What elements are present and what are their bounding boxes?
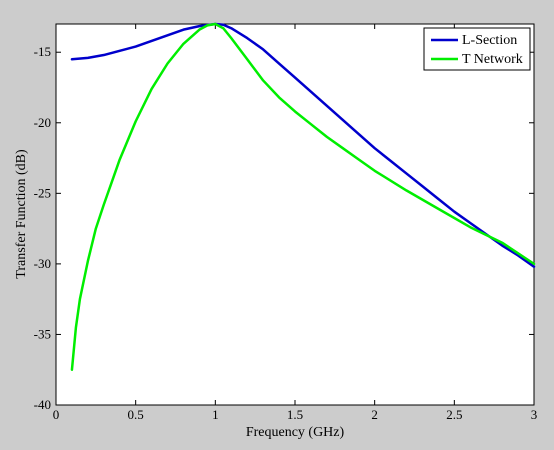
series-lines [70, 22, 536, 371]
x-tick-label: 0.5 [128, 407, 144, 422]
y-tick-label: -40 [34, 397, 51, 412]
x-tick-label: 2.5 [446, 407, 462, 422]
x-tick-label: 2 [371, 407, 378, 422]
series-line-l-section [70, 22, 536, 268]
x-axis-label: Frequency (GHz) [246, 425, 345, 440]
y-tick-label: -25 [34, 185, 51, 200]
legend-label-l-section: L-Section [462, 33, 517, 48]
y-tick-label: -30 [34, 256, 51, 271]
x-tick-label: 3 [531, 407, 538, 422]
x-tick-label: 0 [53, 407, 60, 422]
x-tick-labels: 0 0.5 1 1.5 2 2.5 3 [53, 407, 538, 422]
series-line-t-network [70, 22, 536, 371]
y-tick-label: -35 [34, 326, 51, 341]
legend: L-Section T Network [423, 27, 531, 71]
plot-area [55, 23, 535, 406]
legend-label-t-network: T Network [462, 52, 523, 67]
y-tick-labels: -40 -35 -30 -25 -20 -15 [34, 44, 51, 412]
x-tick-label: 1.5 [287, 407, 303, 422]
y-axis-label: Transfer Function (dB) [14, 149, 29, 279]
legend-box [423, 27, 531, 71]
y-tick-label: -15 [34, 44, 51, 59]
x-tick-label: 1 [212, 407, 219, 422]
y-tick-label: -20 [34, 115, 51, 130]
